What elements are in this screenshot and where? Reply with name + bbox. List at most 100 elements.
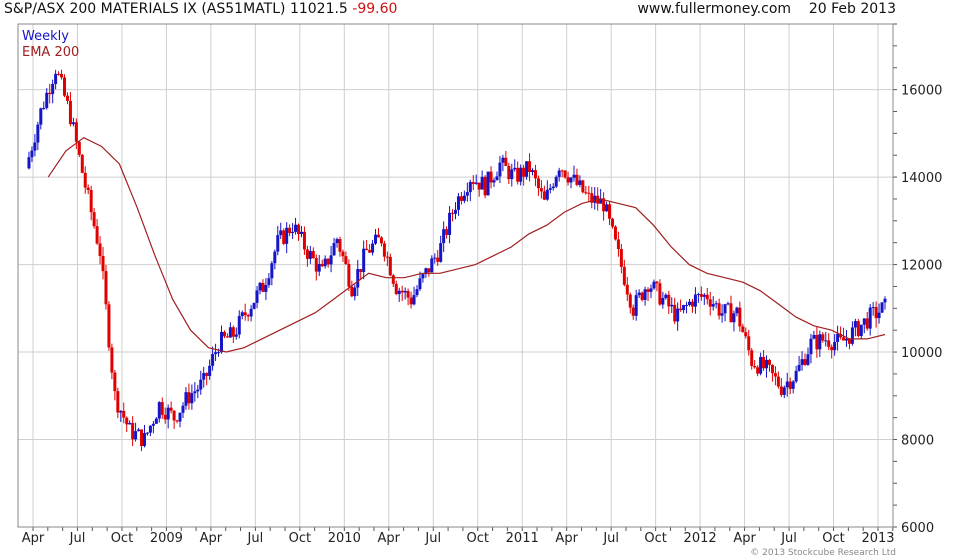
- candle-body: [160, 402, 164, 415]
- candle-body: [717, 303, 721, 316]
- candle-body: [880, 302, 884, 313]
- candle-body: [30, 150, 34, 158]
- candle-body: [376, 234, 380, 238]
- candle-body: [231, 327, 235, 337]
- candle-body: [430, 258, 434, 273]
- x-tick-label: Oct: [822, 531, 844, 546]
- x-tick-label: Apr: [378, 531, 401, 546]
- website-link[interactable]: www.fullermoney.com: [637, 1, 792, 17]
- candle-body: [74, 122, 78, 142]
- x-tick-label: Jul: [602, 531, 619, 546]
- candle-body: [172, 410, 176, 421]
- candle-body: [270, 263, 274, 279]
- candle-body: [773, 373, 777, 377]
- candle-body: [767, 359, 771, 365]
- candle-body: [299, 231, 303, 235]
- candle-body: [693, 294, 697, 307]
- candle-body: [113, 372, 117, 392]
- chart-title: S&P/ASX 200 MATERIALS IX (AS51MATL) 1102…: [4, 1, 397, 17]
- candle-body: [193, 391, 197, 394]
- candle-body: [338, 239, 342, 252]
- candle-body: [371, 243, 375, 253]
- candle-body: [39, 108, 43, 125]
- candle-body: [228, 327, 232, 338]
- candle-body: [608, 204, 612, 219]
- candle-body: [101, 255, 105, 272]
- candle-body: [602, 198, 606, 212]
- candle-body: [86, 187, 90, 190]
- x-tick-label: 2012: [684, 531, 717, 546]
- candle-body: [548, 188, 552, 190]
- candle-body: [646, 289, 650, 292]
- candle-body: [125, 417, 129, 425]
- candle-body: [738, 307, 742, 327]
- candle-body: [539, 188, 543, 192]
- candle-body: [57, 73, 61, 75]
- candle-body: [581, 180, 585, 193]
- candle-body: [285, 227, 289, 244]
- candle-body: [865, 318, 869, 329]
- candle-body: [148, 425, 152, 433]
- candle-body: [788, 381, 792, 389]
- y-axis: 6000 8000 10000 12000 14000 16000: [893, 23, 942, 536]
- candle-body: [134, 431, 138, 440]
- candle-body: [516, 167, 520, 182]
- candle-body: [77, 141, 81, 155]
- candle-body: [415, 289, 419, 296]
- ema-line: [47, 137, 886, 353]
- candle-body: [264, 285, 268, 292]
- candle-body: [711, 304, 715, 307]
- candle-body: [729, 303, 733, 323]
- candle-body: [605, 204, 609, 212]
- candle-body: [507, 165, 511, 180]
- candle-body: [676, 308, 680, 322]
- x-tick-label: Apr: [22, 531, 45, 546]
- x-tick-label: 2010: [328, 531, 361, 546]
- candle-body: [184, 392, 188, 406]
- candle-body: [877, 312, 881, 319]
- candle-body: [83, 172, 87, 188]
- candle-body: [261, 282, 265, 292]
- candle-body: [451, 212, 455, 214]
- chart-date: 20 Feb 2013: [808, 1, 896, 17]
- candle-body: [137, 429, 141, 432]
- candle-body: [95, 226, 99, 244]
- candle-body: [391, 275, 395, 284]
- candle-body: [305, 249, 309, 259]
- candle-body: [326, 258, 330, 265]
- candle-body: [178, 412, 182, 422]
- candle-body: [98, 243, 102, 256]
- candle-body: [610, 218, 614, 227]
- candle-body: [690, 301, 694, 307]
- candle-body: [631, 307, 635, 316]
- candle-body: [492, 180, 496, 183]
- candle-body: [142, 433, 146, 447]
- candle-body: [874, 307, 878, 319]
- candle-body: [163, 414, 167, 420]
- x-tick-label: Jul: [780, 531, 797, 546]
- candle-body: [557, 170, 561, 177]
- chart-source: www.fullermoney.com 20 Feb 2013: [637, 1, 896, 17]
- candle-body: [480, 176, 484, 190]
- copyright: © 2013 Stockcube Research Ltd: [750, 548, 896, 558]
- candle-body: [110, 347, 114, 373]
- candle-body: [208, 365, 212, 376]
- candle-body: [465, 192, 469, 196]
- candle-body: [403, 290, 407, 293]
- candle-body: [625, 284, 629, 295]
- candle-body: [486, 171, 490, 196]
- x-tick-label: Oct: [644, 531, 666, 546]
- candle-body: [344, 256, 348, 265]
- candle-body: [122, 410, 126, 418]
- candle-body: [48, 92, 52, 95]
- candle-body: [800, 359, 804, 365]
- candle-body: [868, 307, 872, 329]
- candle-body: [190, 393, 194, 404]
- x-tick-label: 2011: [506, 531, 539, 546]
- candle-body: [634, 295, 638, 316]
- candle-body: [839, 333, 843, 338]
- candle-body: [454, 209, 457, 214]
- candle-body: [705, 294, 709, 300]
- candle-body: [445, 229, 449, 235]
